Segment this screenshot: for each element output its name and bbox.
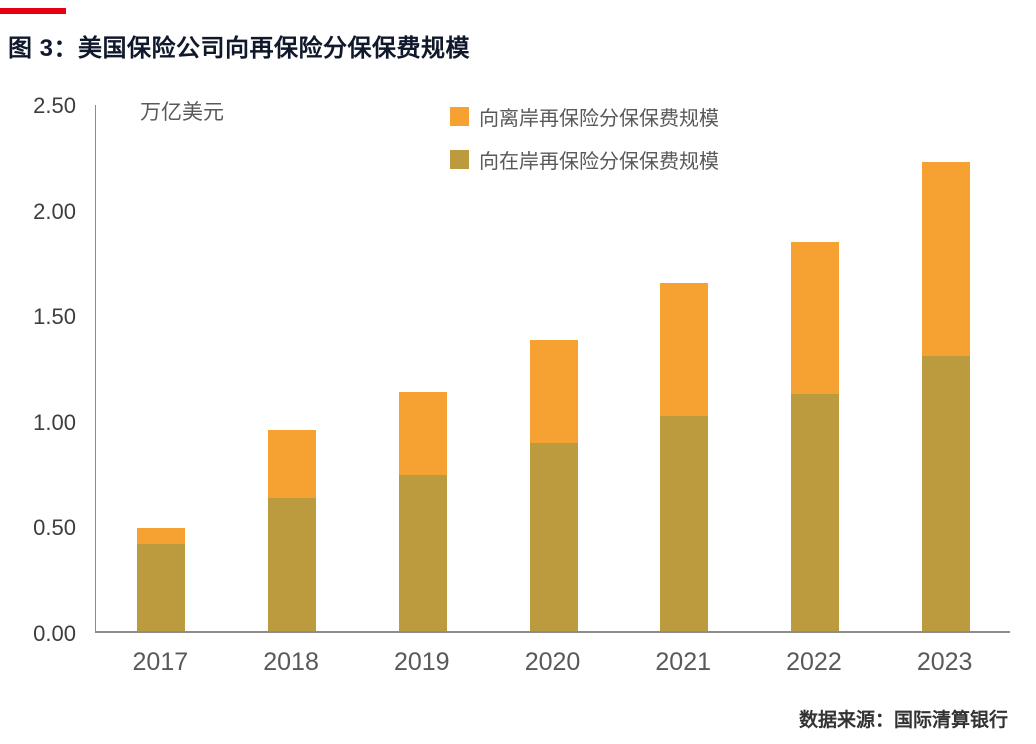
bar-segment-onshore-2017 — [137, 544, 186, 631]
y-tick-label: 1.50 — [33, 304, 76, 330]
bar-segment-onshore-2018 — [268, 497, 317, 631]
legend-swatch-offshore — [450, 107, 469, 126]
bar-segment-offshore-2019 — [398, 392, 447, 475]
bar-segment-onshore-2019 — [398, 474, 447, 631]
y-tick-label: 1.00 — [33, 409, 76, 435]
data-source: 数据来源：国际清算银行 — [798, 710, 1008, 731]
x-axis-label-2017: 2017 — [132, 648, 189, 676]
legend: 向离岸再保险分保保费规模 向在岸再保险分保保费规模 — [450, 102, 719, 188]
bar-segment-onshore-2021 — [660, 415, 709, 631]
bar-segment-onshore-2023 — [921, 356, 970, 631]
top-accent-rule — [0, 8, 66, 14]
bar-segment-offshore-2017 — [137, 527, 186, 545]
x-axis-labels: 2017 2018 2019 2020 2021 2022 2023 — [95, 648, 1010, 682]
x-axis-label-2020: 2020 — [524, 648, 581, 676]
legend-label-offshore: 向离岸再保险分保保费规模 — [479, 108, 719, 130]
bar-segment-offshore-2018 — [268, 430, 317, 498]
chart-title: 图 3：美国保险公司向再保险分保保费规模 — [8, 35, 471, 62]
bar-segment-offshore-2022 — [790, 242, 839, 395]
plot-area — [95, 105, 1010, 633]
x-axis-label-2023: 2023 — [916, 648, 973, 676]
x-axis-label-2019: 2019 — [393, 648, 450, 676]
x-axis-label-2018: 2018 — [263, 648, 319, 676]
y-tick-label: 0.00 — [33, 621, 76, 646]
x-axis-label-2022: 2022 — [786, 648, 842, 676]
legend-swatch-onshore — [450, 150, 469, 169]
y-tick-label: 0.50 — [33, 515, 76, 541]
bar-segment-onshore-2020 — [529, 443, 578, 631]
legend-item-onshore: 向在岸再保险分保保费规模 — [450, 145, 719, 174]
bar-segment-offshore-2023 — [921, 162, 970, 357]
y-tick-label: 2.50 — [33, 93, 76, 118]
y-axis-ticks: 2.50 2.00 1.50 1.00 0.50 0.00 — [0, 93, 82, 646]
y-tick-label: 2.00 — [33, 198, 76, 224]
x-axis-label-2021: 2021 — [655, 648, 712, 676]
bar-segment-onshore-2022 — [790, 394, 839, 631]
bar-segment-offshore-2021 — [660, 282, 709, 416]
legend-label-onshore: 向在岸再保险分保保费规模 — [479, 151, 719, 173]
bar-segment-offshore-2020 — [529, 339, 578, 444]
y-unit-label: 万亿美元 — [140, 101, 224, 124]
legend-item-offshore: 向离岸再保险分保保费规模 — [450, 102, 719, 131]
